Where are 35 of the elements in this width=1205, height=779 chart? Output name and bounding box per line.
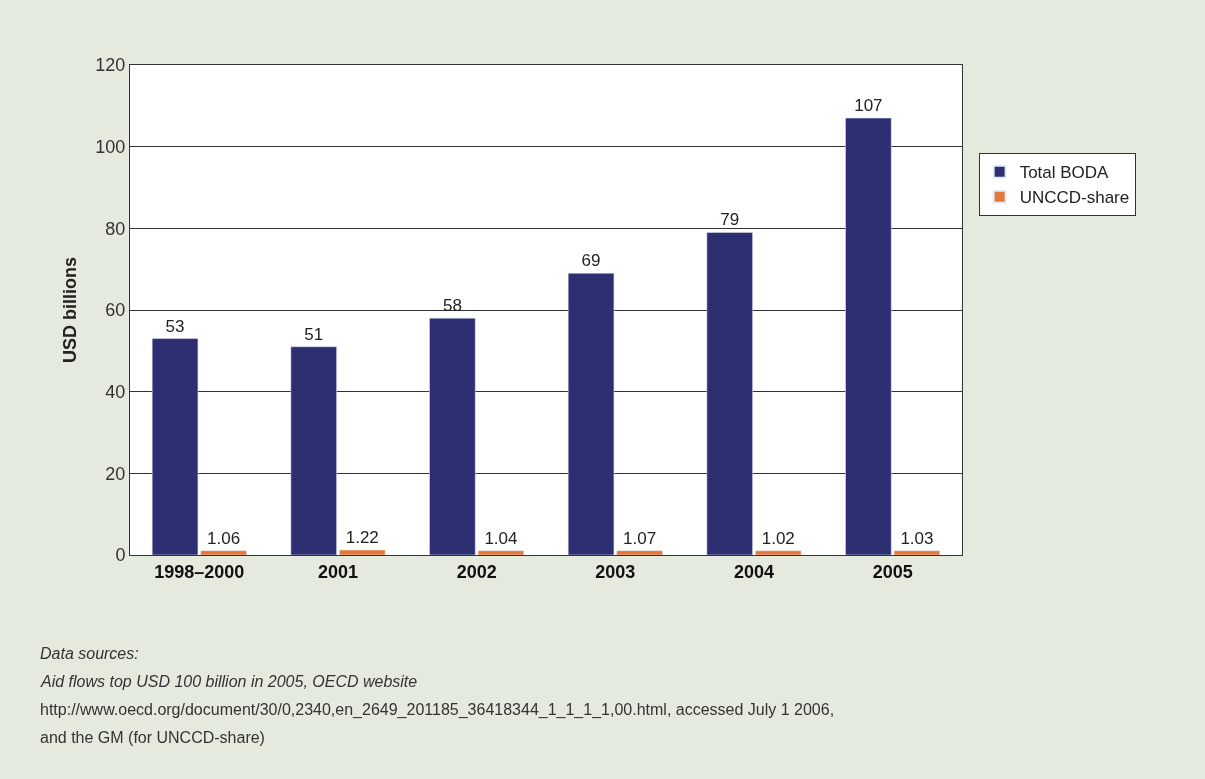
x-tick-label: 2002 bbox=[456, 561, 497, 582]
x-tick-label: 2003 bbox=[595, 561, 636, 582]
legend-label: Total BODA bbox=[1019, 163, 1110, 183]
text: Aid flows top USD 100 billion in 2005, OECD website bbox=[40, 673, 418, 690]
y-tick-label: 120 bbox=[95, 55, 126, 76]
data-label: 1.06 bbox=[207, 528, 241, 548]
bar bbox=[339, 549, 386, 555]
legend-label: UNCCD-share bbox=[1019, 188, 1130, 208]
bar bbox=[290, 346, 337, 555]
data-label: 1.22 bbox=[345, 528, 379, 548]
data-label: 1.07 bbox=[623, 528, 657, 548]
y-tick-label: 80 bbox=[105, 218, 126, 239]
bar bbox=[755, 550, 802, 555]
text: Data sources: bbox=[40, 645, 139, 662]
y-tick-label: 20 bbox=[105, 463, 126, 484]
y-axis-title: USD billions bbox=[59, 256, 80, 364]
data-label: 1.04 bbox=[484, 528, 518, 548]
data-label: 79 bbox=[720, 210, 740, 230]
x-tick-label: 1998–2000 bbox=[154, 561, 245, 582]
data-label: 53 bbox=[165, 316, 185, 336]
x-tick-label: 2005 bbox=[872, 561, 913, 582]
bar bbox=[706, 232, 753, 555]
data-label: 107 bbox=[854, 96, 883, 116]
x-tick-label: 2004 bbox=[733, 561, 775, 582]
y-tick-label: 0 bbox=[115, 545, 126, 566]
x-tick-label: 2001 bbox=[317, 561, 359, 582]
y-tick-label: 60 bbox=[105, 300, 126, 321]
data-label: 69 bbox=[581, 251, 601, 271]
data-label: 51 bbox=[304, 324, 324, 344]
text: http://www.oecd.org/document/30/0,2340,en_2649_201185_36418344_1_1_1_1,00.html, accessed July 1 2006, bbox=[40, 701, 835, 719]
data-label: 1.02 bbox=[761, 528, 795, 548]
y-tick-label: 40 bbox=[105, 381, 126, 402]
text: and the GM (for UNCCD-share) bbox=[40, 729, 265, 746]
data-label: 1.03 bbox=[900, 528, 934, 548]
y-tick-label: 100 bbox=[95, 136, 126, 157]
